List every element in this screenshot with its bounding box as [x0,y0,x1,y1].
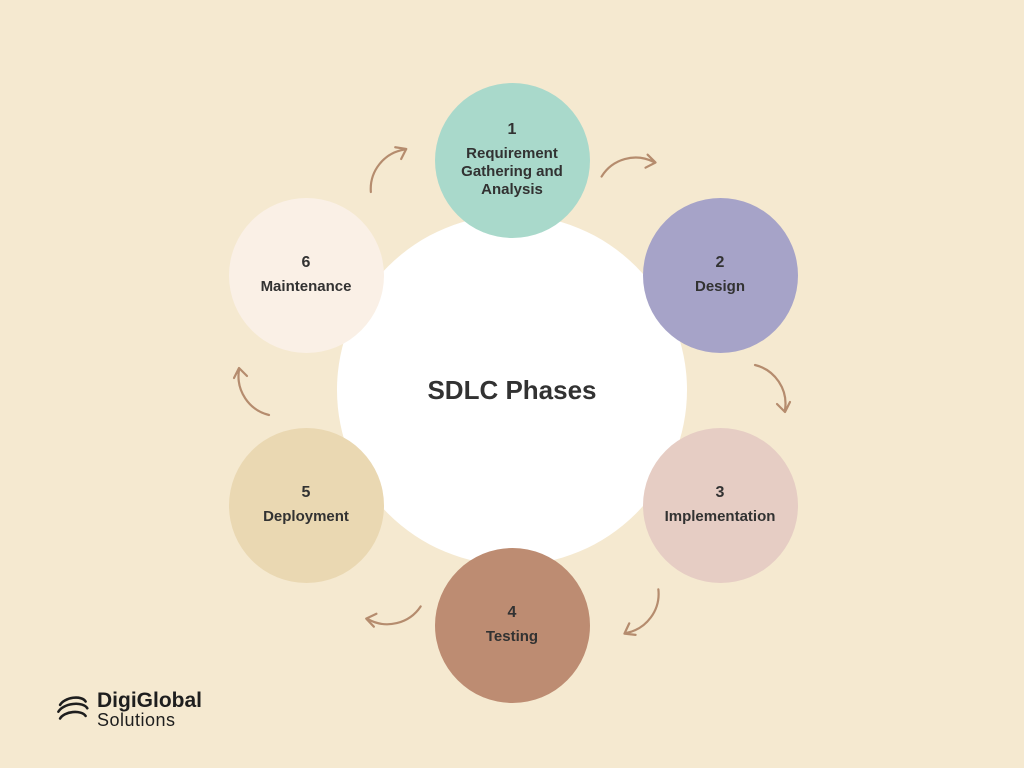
phase-4-label: Testing [486,628,538,646]
phase-6: 6 Maintenance [229,198,384,353]
phase-3: 3 Implementation [643,428,798,583]
phase-5: 5 Deployment [229,428,384,583]
phase-2-number: 2 [716,254,725,272]
cycle-arrow-3 [589,561,692,664]
phase-5-number: 5 [302,484,311,502]
phase-3-label: Implementation [665,508,776,526]
phase-4: 4 Testing [435,548,590,703]
center-title: SDLC Phases [427,375,596,406]
phase-6-number: 6 [302,254,311,272]
brand-logo: DigiGlobal Solutions [55,690,202,729]
phase-6-label: Maintenance [261,278,352,296]
cycle-arrow-2 [730,350,810,430]
cycle-arrow-1 [580,120,681,221]
phase-1: 1 RequirementGathering andAnalysis [435,83,590,238]
brand-text: DigiGlobal Solutions [97,690,202,729]
diagram-canvas: SDLC Phases DigiGlobal Solutions 1 Requir… [0,0,1024,768]
phase-2-label: Design [695,278,745,296]
cycle-arrow-5 [214,350,294,430]
center-circle: SDLC Phases [337,215,687,565]
phase-1-number: 1 [508,121,517,139]
phase-5-label: Deployment [263,508,349,526]
brand-line2: Solutions [97,711,202,729]
globe-icon [55,693,89,727]
phase-3-number: 3 [716,484,725,502]
phase-1-label: RequirementGathering andAnalysis [461,145,563,199]
cycle-arrow-4 [341,561,444,664]
brand-line1: DigiGlobal [97,690,202,711]
cycle-arrow-6 [340,120,441,221]
phase-4-number: 4 [508,604,517,622]
phase-2: 2 Design [643,198,798,353]
